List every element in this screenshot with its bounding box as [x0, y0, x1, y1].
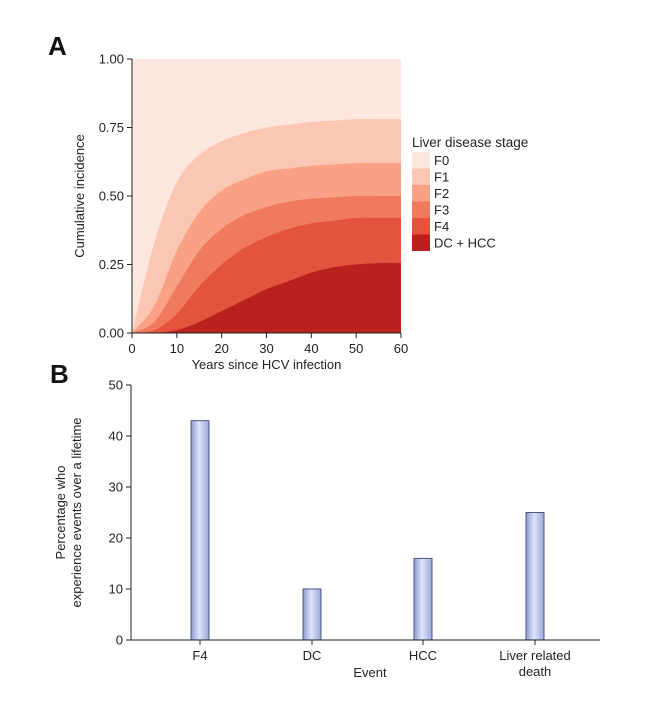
- bar-hcc: [413, 557, 433, 641]
- panel-a-y-tick-label: 0.50: [99, 189, 124, 204]
- panel-b-x-tick-label: DC: [303, 648, 322, 663]
- panel-b-y-axis-title-line: Percentage who: [53, 466, 68, 560]
- panel-b-y-tick-label: 40: [109, 429, 123, 444]
- legend-label: F2: [434, 186, 449, 201]
- panel-a-label: A: [48, 31, 67, 61]
- panel-a-x-tick-label: 40: [304, 341, 318, 356]
- panel-a-x-tick-label: 10: [170, 341, 184, 356]
- legend-swatch: [412, 218, 430, 235]
- panel-a-axes: 0.00 0.25 0.50 0.75 1.00 0 10 20 30 40 50 60: [99, 52, 409, 357]
- panel-a-x-tick-label: 20: [214, 341, 228, 356]
- legend-label: F0: [434, 153, 449, 168]
- panel-b-x-tick-label: death: [519, 664, 552, 679]
- panel-a-x-tick-label: 50: [349, 341, 363, 356]
- panel-b-bars: [190, 420, 545, 641]
- panel-a-x-tick-label: 60: [394, 341, 408, 356]
- panel-a-y-tick-label: 1.00: [99, 52, 124, 67]
- legend-swatch: [412, 185, 430, 202]
- panel-a-y-tick-label: 0.00: [99, 326, 124, 341]
- panel-a-area-chart: A 0.00 0.25 0.50 0.75 1.00 0 10 20 30 40 50 60 Year…: [48, 31, 528, 372]
- legend-swatch: [412, 234, 430, 251]
- panel-b-y-tick-label: 50: [109, 378, 123, 393]
- panel-b-y-tick-label: 10: [109, 582, 123, 597]
- bar-dc: [302, 588, 322, 641]
- legend-swatch: [412, 201, 430, 218]
- panel-b-x-axis-title: Event: [353, 665, 387, 680]
- panel-b-x-tick-label: F4: [192, 648, 207, 663]
- panel-b-label: B: [50, 359, 69, 389]
- panel-a-x-tick-label: 30: [259, 341, 273, 356]
- legend-swatch: [412, 168, 430, 185]
- legend-label: F3: [434, 203, 449, 218]
- panel-b-x-tick-label: Liver related: [499, 648, 571, 663]
- panel-b-y-tick-label: 20: [109, 531, 123, 546]
- panel-a-y-tick-label: 0.25: [99, 257, 124, 272]
- bar-f4: [190, 420, 210, 641]
- panel-b-y-tick-label: 0: [116, 633, 123, 648]
- legend-title: Liver disease stage: [412, 135, 528, 150]
- panel-b-x-tick-label: HCC: [409, 648, 437, 663]
- bar-liver-related-death: [525, 512, 545, 641]
- panel-a-x-tick-label: 0: [128, 341, 135, 356]
- panel-b-y-tick-label: 30: [109, 480, 123, 495]
- legend-swatch: [412, 152, 430, 169]
- panel-a-y-axis-title: Cumulative incidence: [72, 134, 87, 258]
- panel-a-areas: [132, 59, 401, 334]
- legend-label: F4: [434, 219, 449, 234]
- panel-a-y-tick-label: 0.75: [99, 120, 124, 135]
- legend-label: F1: [434, 170, 449, 185]
- area-series-dc-hcc: [132, 263, 401, 334]
- panel-b-y-axis-title: Percentage who experience events over a l…: [53, 417, 84, 607]
- panel-b-y-axis-title-line: experience events over a lifetime: [69, 417, 84, 607]
- legend-label: DC + HCC: [434, 236, 496, 251]
- panel-a-x-axis-title: Years since HCV infection: [192, 357, 342, 372]
